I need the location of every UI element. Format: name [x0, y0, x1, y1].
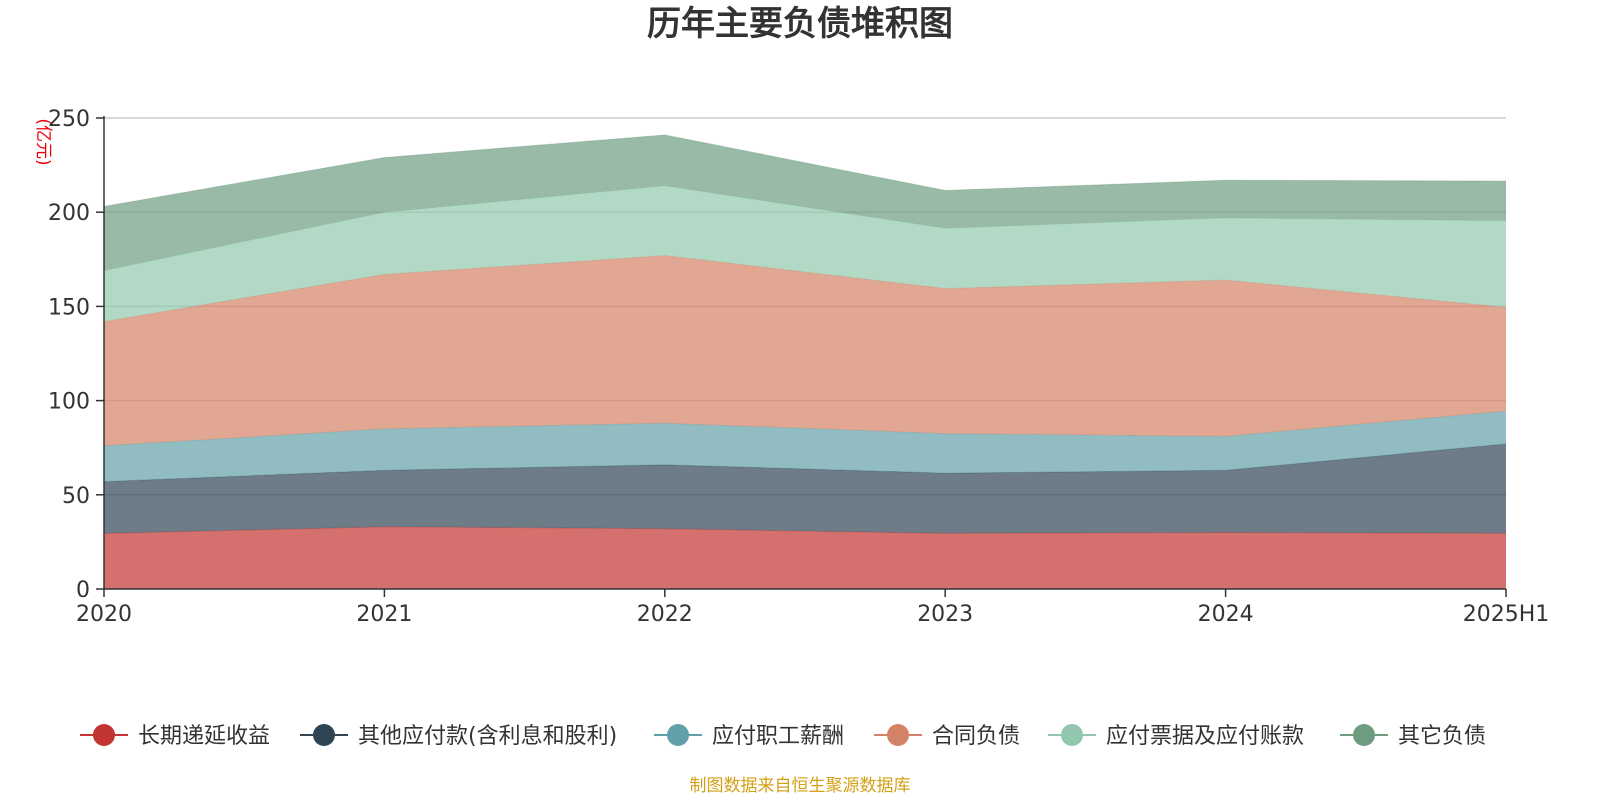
y-tick-label: 200	[48, 201, 90, 226]
area-series	[103, 134, 1507, 589]
series-line	[103, 134, 1507, 207]
legend-marker	[93, 724, 115, 746]
legend-item[interactable]: 其他应付款(含利息和股利)	[300, 724, 617, 749]
legend-label: 其他应付款(含利息和股利)	[358, 724, 617, 749]
legend-label: 其它负债	[1398, 724, 1486, 749]
legend-marker	[1353, 724, 1375, 746]
y-tick-label: 0	[76, 578, 90, 603]
x-tick-label: 2021	[356, 602, 412, 627]
legend-marker	[887, 724, 909, 746]
legend-item[interactable]: 应付票据及应付账款	[1048, 724, 1304, 749]
legend-item[interactable]: 应付职工薪酬	[654, 724, 844, 749]
x-tick-label: 2020	[76, 602, 132, 627]
y-tick-label: 50	[62, 484, 90, 509]
source-note: 制图数据来自恒生聚源数据库	[689, 776, 911, 796]
x-tick-label: 2024	[1198, 602, 1254, 627]
legend-label: 应付票据及应付账款	[1106, 724, 1304, 749]
legend-label: 长期递延收益	[138, 724, 270, 749]
y-axis-label: (亿元)	[33, 118, 53, 165]
x-tick-label: 2025H1	[1463, 602, 1550, 627]
legend: 长期递延收益 其他应付款(含利息和股利) 应付职工薪酬 合同负债 应付票据及应付账款 其它…	[80, 724, 1486, 749]
x-tick-label: 2022	[637, 602, 693, 627]
chart-title: 历年主要负债堆积图	[647, 4, 953, 44]
legend-label: 应付职工薪酬	[712, 724, 844, 749]
y-tick-label: 150	[48, 295, 90, 320]
legend-item[interactable]: 合同负债	[874, 724, 1020, 749]
area-series	[104, 185, 1506, 322]
area-series	[104, 443, 1506, 534]
area-series	[104, 255, 1506, 446]
area-series	[104, 135, 1506, 271]
legend-marker	[1061, 724, 1083, 746]
legend-marker	[667, 724, 689, 746]
y-tick-label: 250	[48, 107, 90, 132]
legend-marker	[313, 724, 335, 746]
legend-item[interactable]: 长期递延收益	[80, 724, 270, 749]
area-series	[104, 411, 1506, 482]
y-tick-label: 100	[48, 390, 90, 415]
axes: 0 50 100 150 200 250 2020 2021 2022 2023 2024 2025H…	[33, 107, 1549, 627]
area-series	[104, 526, 1506, 589]
legend-label: 合同负债	[932, 724, 1020, 749]
x-tick-label: 2023	[917, 602, 973, 627]
legend-item[interactable]: 其它负债	[1340, 724, 1486, 749]
